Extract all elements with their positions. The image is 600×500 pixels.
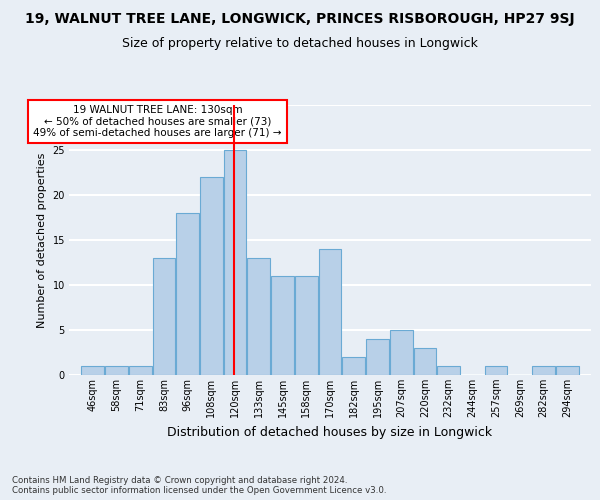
Y-axis label: Number of detached properties: Number of detached properties bbox=[37, 152, 47, 328]
Bar bbox=[485, 366, 508, 375]
Bar bbox=[319, 249, 341, 375]
Bar bbox=[437, 366, 460, 375]
Bar bbox=[532, 366, 555, 375]
Bar bbox=[556, 366, 578, 375]
Bar bbox=[129, 366, 152, 375]
X-axis label: Distribution of detached houses by size in Longwick: Distribution of detached houses by size … bbox=[167, 426, 493, 438]
Bar bbox=[343, 357, 365, 375]
Bar bbox=[152, 258, 175, 375]
Text: Size of property relative to detached houses in Longwick: Size of property relative to detached ho… bbox=[122, 38, 478, 51]
Bar bbox=[413, 348, 436, 375]
Text: Contains HM Land Registry data © Crown copyright and database right 2024.
Contai: Contains HM Land Registry data © Crown c… bbox=[12, 476, 386, 495]
Bar bbox=[295, 276, 317, 375]
Bar bbox=[176, 213, 199, 375]
Bar bbox=[390, 330, 413, 375]
Bar bbox=[224, 150, 247, 375]
Bar bbox=[82, 366, 104, 375]
Bar bbox=[200, 177, 223, 375]
Bar bbox=[366, 339, 389, 375]
Bar bbox=[105, 366, 128, 375]
Bar bbox=[247, 258, 270, 375]
Text: 19 WALNUT TREE LANE: 130sqm
← 50% of detached houses are smaller (73)
49% of sem: 19 WALNUT TREE LANE: 130sqm ← 50% of det… bbox=[33, 105, 282, 138]
Bar bbox=[271, 276, 294, 375]
Text: 19, WALNUT TREE LANE, LONGWICK, PRINCES RISBOROUGH, HP27 9SJ: 19, WALNUT TREE LANE, LONGWICK, PRINCES … bbox=[25, 12, 575, 26]
